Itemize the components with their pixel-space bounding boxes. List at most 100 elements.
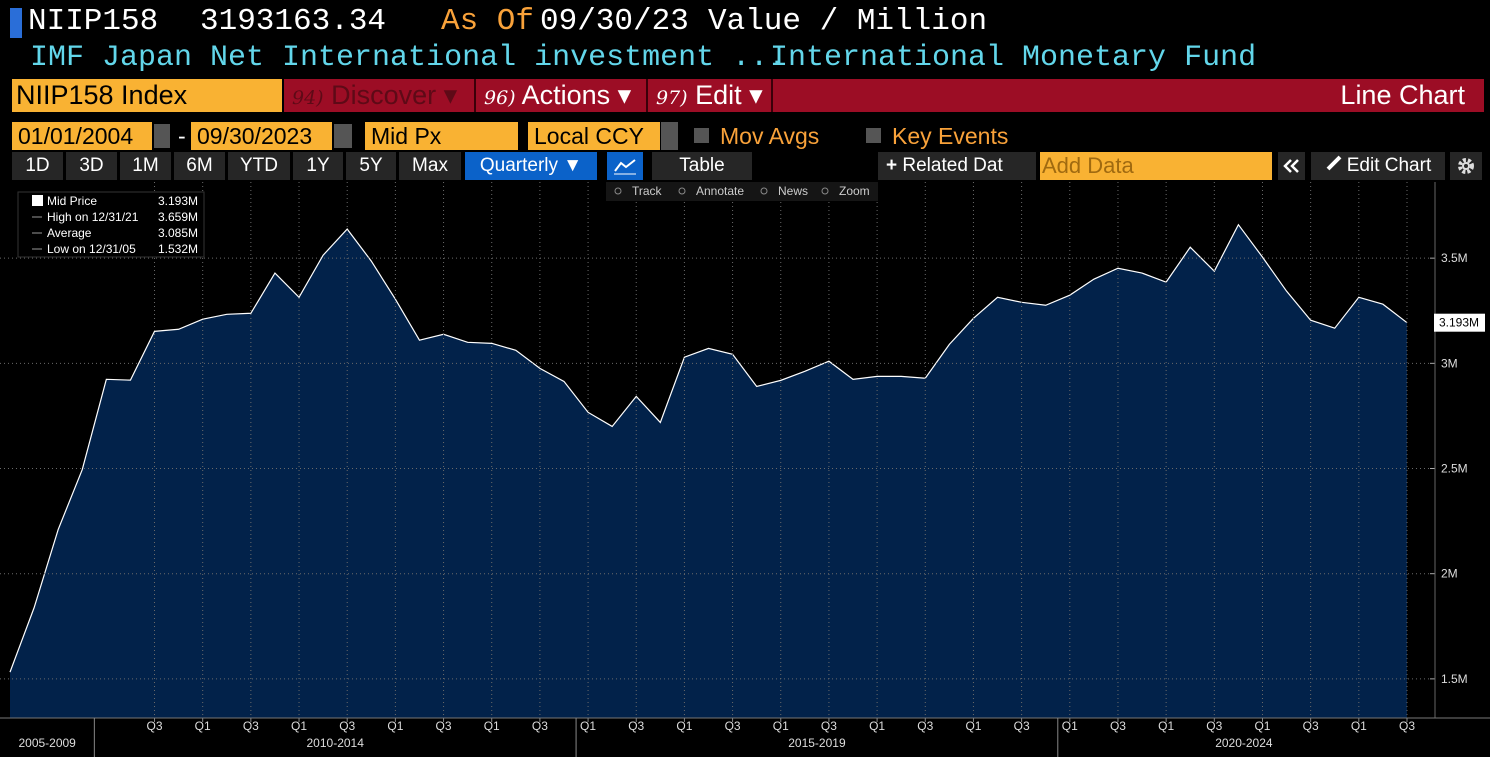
x-tick-label: Q3 xyxy=(339,719,355,733)
as-of-label: As Of xyxy=(441,4,535,39)
description: IMF Japan Net International investment .… xyxy=(30,41,787,75)
edit-menu[interactable]: 97) Edit ▾ xyxy=(646,79,773,112)
field-select[interactable]: Mid Px xyxy=(365,122,518,150)
source: International Monetary Fund xyxy=(770,41,1257,75)
x-tick-label: Q1 xyxy=(291,719,307,733)
x-tick-label: Q3 xyxy=(1303,719,1319,733)
legend-swatch xyxy=(32,195,43,206)
security-field[interactable]: NIIP158 Index xyxy=(12,79,282,112)
end-date[interactable]: 09/30/2023 xyxy=(191,122,332,150)
chart-tool: News xyxy=(778,184,808,198)
last-value-label: 3.193M xyxy=(1439,316,1479,330)
x-tick-label: Q1 xyxy=(869,719,885,733)
range-button[interactable]: 3D xyxy=(66,152,117,180)
calendar-icon[interactable] xyxy=(334,124,352,148)
range-button[interactable]: 1M xyxy=(120,152,171,180)
checkbox[interactable] xyxy=(866,128,881,143)
x-tick-label: Q3 xyxy=(436,719,452,733)
range-button[interactable]: Max xyxy=(399,152,461,180)
legend-value: 3.085M xyxy=(158,226,198,240)
discover-menu[interactable]: 94) Discover ▾ xyxy=(284,79,472,112)
tool-icon xyxy=(821,187,829,195)
area-fill xyxy=(10,224,1407,718)
frequency-button[interactable]: Quarterly ▼ xyxy=(465,152,597,180)
price: 3193163.34 xyxy=(200,4,387,39)
add-data-input[interactable]: Add Data xyxy=(1040,152,1272,180)
tool-icon xyxy=(760,187,768,195)
x-tick-label: Q3 xyxy=(243,719,259,733)
collapse-button[interactable] xyxy=(1278,152,1305,180)
x-tick-label: Q1 xyxy=(195,719,211,733)
x-tick-label: Q3 xyxy=(147,719,163,733)
key-events-label: Key Events xyxy=(892,123,1009,149)
x-tick-label: Q1 xyxy=(1351,719,1367,733)
x-tick-label: Q3 xyxy=(1206,719,1222,733)
x-group-label: 2005-2009 xyxy=(18,736,76,750)
calendar-icon[interactable] xyxy=(154,124,170,148)
menu-number: 97) xyxy=(656,87,688,109)
legend-name: Low on 12/31/05 xyxy=(47,242,136,256)
tool-icon xyxy=(614,187,622,195)
menu-number: 94) xyxy=(292,87,324,109)
x-tick-label: Q1 xyxy=(773,719,789,733)
y-tick-label: 2.5M xyxy=(1441,462,1468,476)
x-tick-label: Q1 xyxy=(1254,719,1270,733)
settings-button[interactable] xyxy=(1450,152,1482,180)
related-label: Related Dat xyxy=(902,155,1003,176)
date-dash: - xyxy=(178,123,186,149)
x-group-label: 2015-2019 xyxy=(788,736,846,750)
mov-avgs-label: Mov Avgs xyxy=(720,123,820,149)
chart-tool: Zoom xyxy=(839,184,870,198)
checkbox[interactable] xyxy=(694,128,709,143)
x-tick-label: Q1 xyxy=(965,719,981,733)
x-tick-label: Q1 xyxy=(580,719,596,733)
ticker: NIIP158 xyxy=(28,4,159,39)
chart-type-button[interactable] xyxy=(607,152,643,180)
price-line xyxy=(9,223,1408,673)
currency-select[interactable]: Local CCY xyxy=(528,122,660,150)
tool-icon xyxy=(678,187,686,195)
actions-menu[interactable]: 96) Actions ▾ xyxy=(474,79,644,112)
legend-box xyxy=(17,191,205,258)
range-button[interactable]: YTD xyxy=(228,152,290,180)
x-tick-label: Q1 xyxy=(1062,719,1078,733)
x-tick-label: Q1 xyxy=(387,719,403,733)
range-button[interactable]: 5Y xyxy=(346,152,396,180)
chart-tool: Track xyxy=(632,184,663,198)
legend-value: 3.659M xyxy=(158,210,198,224)
range-button[interactable]: 1Y xyxy=(293,152,343,180)
ticker-marker xyxy=(10,8,22,38)
collapse-icon xyxy=(1282,159,1299,173)
x-tick-label: Q3 xyxy=(1399,719,1415,733)
y-tick-label: 2M xyxy=(1441,567,1458,581)
dropdown-button[interactable] xyxy=(661,122,678,150)
edit-chart-button[interactable]: Edit Chart xyxy=(1311,152,1445,180)
x-tick-label: Q3 xyxy=(917,719,933,733)
chart-tools-bar xyxy=(606,182,878,201)
gear-icon xyxy=(1458,158,1474,174)
start-date[interactable]: 01/01/2004 xyxy=(12,122,152,150)
related-data-button[interactable]: + Related Dat xyxy=(878,152,1036,180)
range-button[interactable]: 1D xyxy=(12,152,63,180)
x-tick-label: Q1 xyxy=(676,719,692,733)
view-label: Line Chart xyxy=(1340,80,1465,110)
x-group-label: 2010-2014 xyxy=(307,736,365,750)
menu-number: 96) xyxy=(484,87,516,109)
menu-label: Discover ▾ xyxy=(331,80,458,110)
chart-icon xyxy=(614,159,636,175)
table-button[interactable]: Table xyxy=(652,152,752,180)
x-tick-label: Q3 xyxy=(1110,719,1126,733)
y-tick-label: 3M xyxy=(1441,356,1458,370)
y-tick-label: 3.5M xyxy=(1441,251,1468,265)
legend-name: High on 12/31/21 xyxy=(47,210,139,224)
menu-label: Actions ▾ xyxy=(521,80,632,110)
x-tick-label: Q3 xyxy=(628,719,644,733)
x-tick-label: Q1 xyxy=(1158,719,1174,733)
legend-value: 1.532M xyxy=(158,242,198,256)
range-button[interactable]: 6M xyxy=(174,152,225,180)
legend-name: Average xyxy=(47,226,92,240)
x-tick-label: Q1 xyxy=(484,719,500,733)
x-tick-label: Q3 xyxy=(532,719,548,733)
